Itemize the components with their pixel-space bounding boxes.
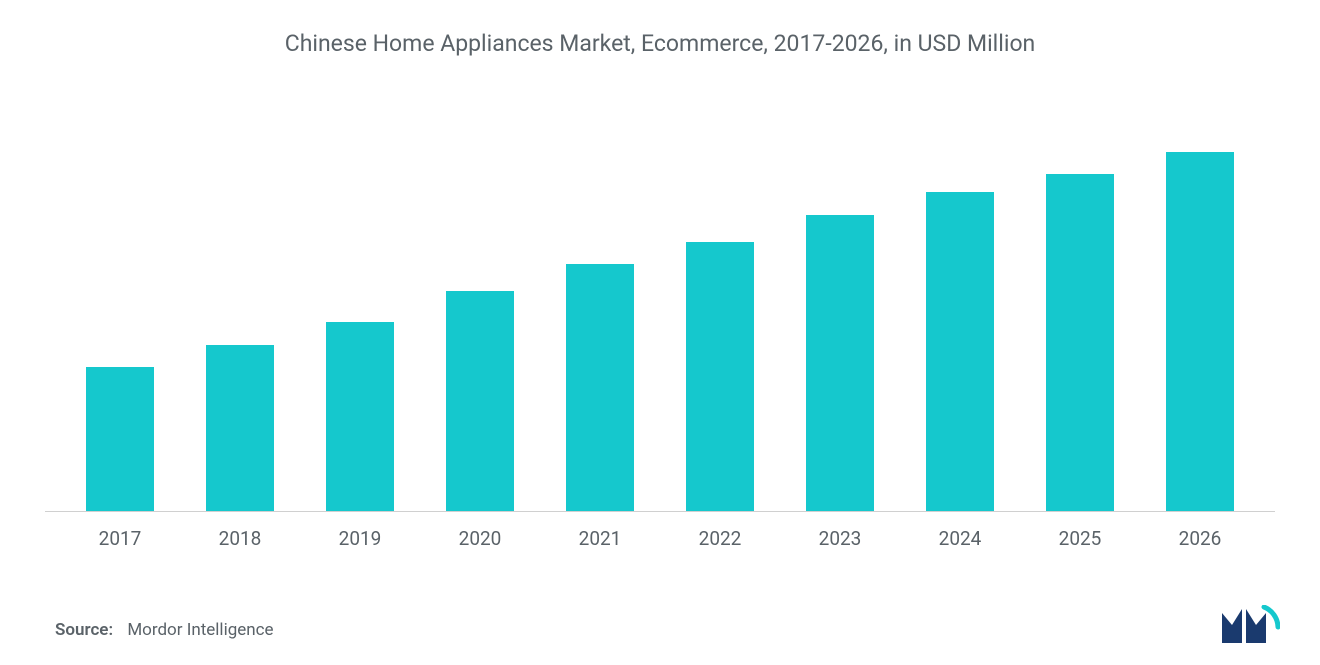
bar <box>326 322 394 511</box>
x-axis-label: 2020 <box>420 527 540 550</box>
bar-group <box>180 107 300 511</box>
x-axis-label: 2022 <box>660 527 780 550</box>
chart-title: Chinese Home Appliances Market, Ecommerc… <box>40 30 1280 57</box>
bar-group <box>1020 107 1140 511</box>
x-axis-label: 2026 <box>1140 527 1260 550</box>
x-axis-label: 2023 <box>780 527 900 550</box>
bar <box>926 192 994 511</box>
x-axis-label: 2024 <box>900 527 1020 550</box>
bar <box>686 242 754 511</box>
bar <box>446 291 514 511</box>
bar-group <box>660 107 780 511</box>
bar <box>206 345 274 511</box>
x-axis: 2017201820192020202120222023202420252026 <box>45 512 1275 550</box>
bar-group <box>1140 107 1260 511</box>
chart-container: Chinese Home Appliances Market, Ecommerc… <box>0 0 1320 665</box>
bar <box>1046 174 1114 511</box>
bars-wrapper <box>45 107 1275 511</box>
bar-group <box>540 107 660 511</box>
bar-group <box>900 107 1020 511</box>
mordor-logo-icon <box>1220 605 1280 645</box>
bar-group <box>60 107 180 511</box>
source-label: Source: <box>55 620 113 640</box>
source-value: Mordor Intelligence <box>127 620 273 640</box>
bar <box>806 215 874 511</box>
x-axis-label: 2019 <box>300 527 420 550</box>
bar <box>1166 152 1234 511</box>
x-axis-label: 2017 <box>60 527 180 550</box>
source-attribution: Source: Mordor Intelligence <box>55 620 274 640</box>
x-axis-label: 2021 <box>540 527 660 550</box>
bar-group <box>780 107 900 511</box>
chart-plot-area <box>45 107 1275 512</box>
x-axis-label: 2018 <box>180 527 300 550</box>
bar-group <box>300 107 420 511</box>
bar <box>566 264 634 511</box>
bar <box>86 367 154 511</box>
bar-group <box>420 107 540 511</box>
x-axis-label: 2025 <box>1020 527 1140 550</box>
